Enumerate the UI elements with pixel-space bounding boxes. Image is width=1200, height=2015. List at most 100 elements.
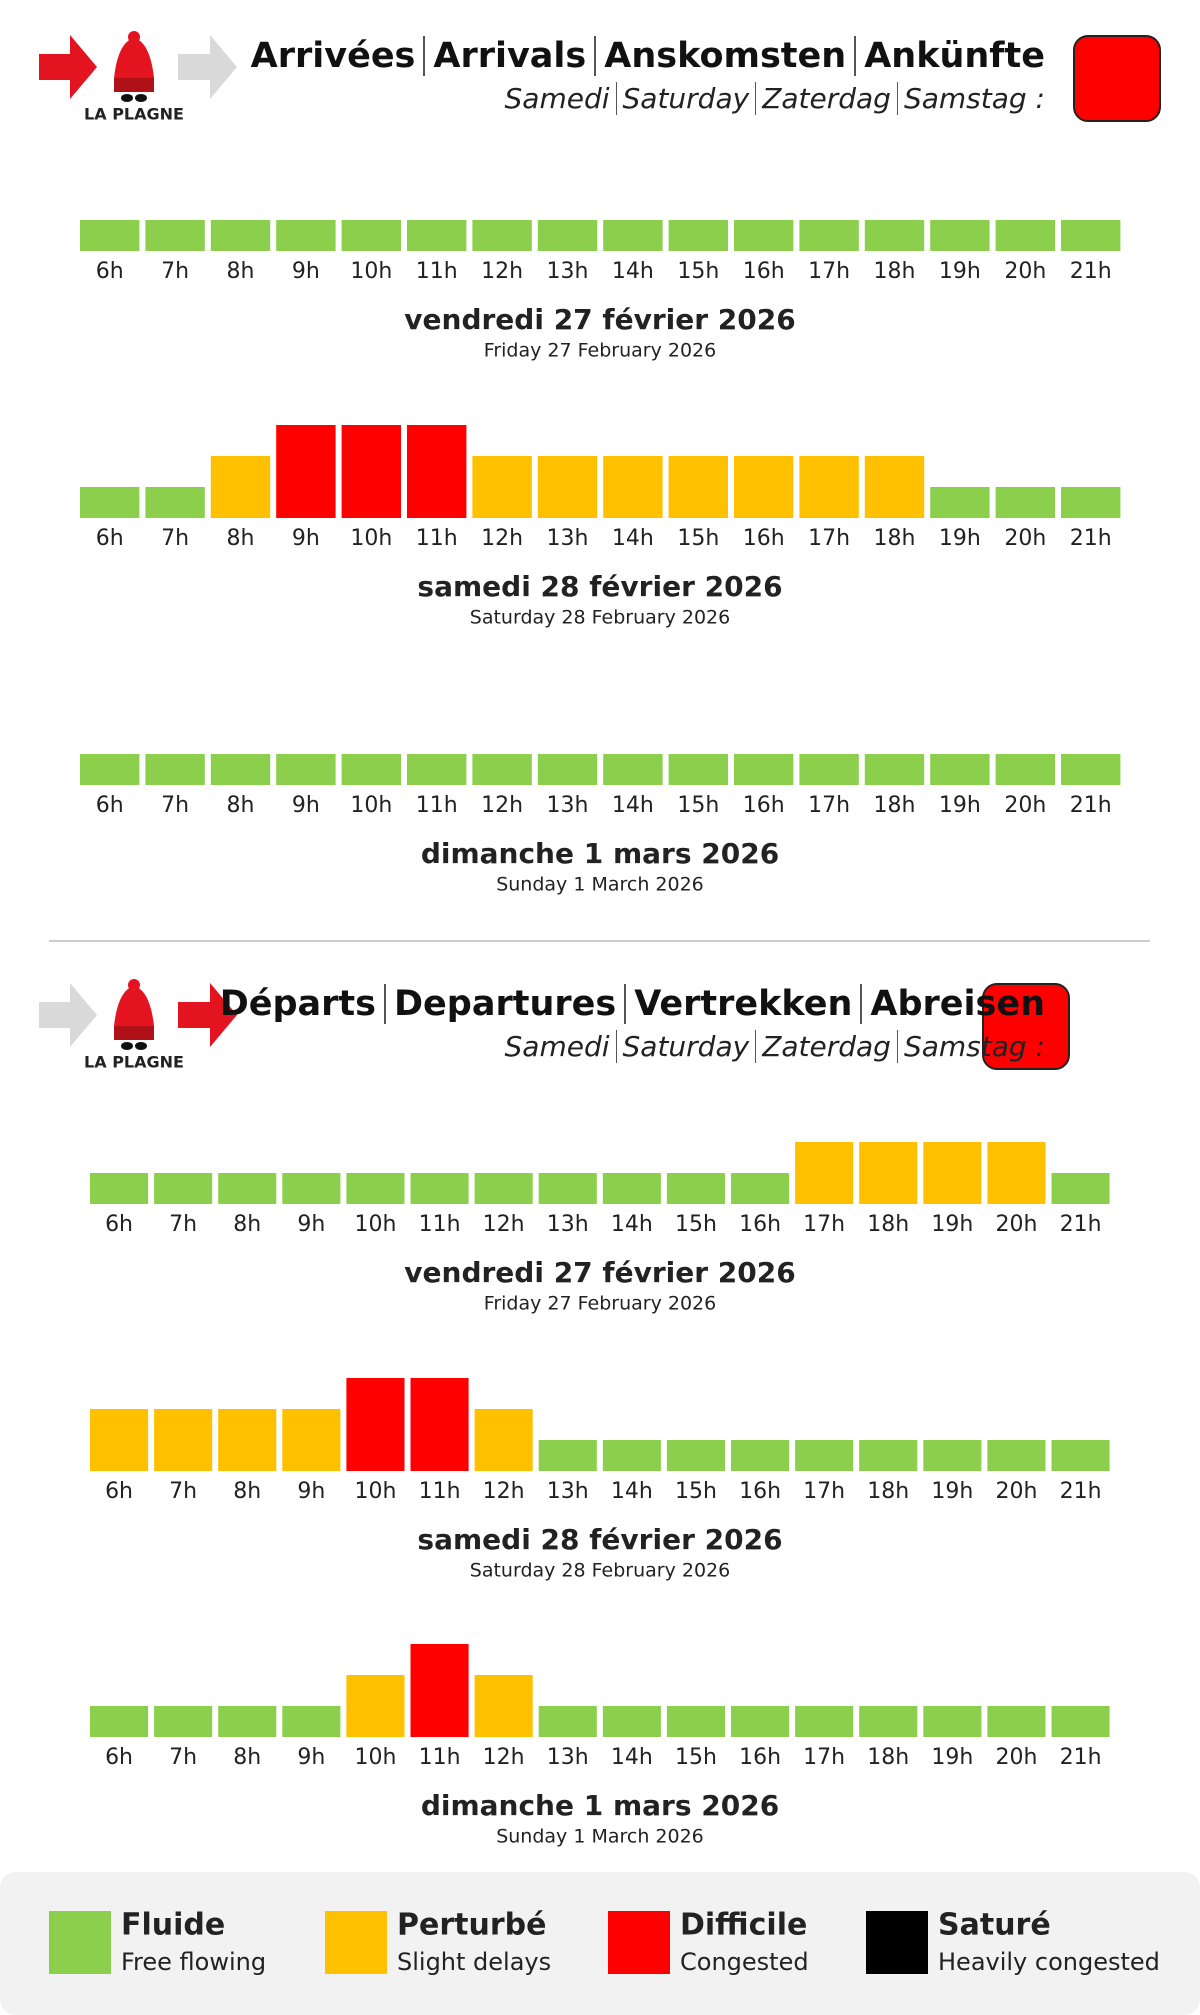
traffic-bar <box>668 754 728 785</box>
traffic-bar <box>537 456 598 518</box>
hour-label: 11h <box>416 526 458 551</box>
title-part: Départs <box>219 984 376 1024</box>
traffic-bar <box>864 456 925 518</box>
traffic-bar <box>282 1706 341 1737</box>
hour-label: 12h <box>483 1745 525 1770</box>
hour-label: 10h <box>354 1745 396 1770</box>
hour-label: 15h <box>677 259 719 284</box>
traffic-bar <box>145 220 205 251</box>
traffic-bar <box>731 1440 790 1471</box>
hour-label: 20h <box>1004 526 1046 551</box>
hour-label: 15h <box>675 1745 717 1770</box>
hour-label: 7h <box>161 526 189 551</box>
traffic-bar <box>80 487 140 518</box>
date: vendredi 27 février 2026 <box>404 303 795 336</box>
hour-label: 9h <box>292 259 320 284</box>
legend-label: Difficile <box>680 1908 807 1943</box>
hour-label: 14h <box>612 259 654 284</box>
traffic-bar <box>731 1173 790 1204</box>
traffic-bar <box>603 456 663 518</box>
title: Départs Departures Vertrekken Abreisen <box>220 984 1045 1024</box>
traffic-bar <box>145 487 205 518</box>
hour-label: 8h <box>227 259 255 284</box>
hour-label: 12h <box>483 1212 525 1237</box>
hour-label: 11h <box>416 259 458 284</box>
traffic-bar <box>795 1440 854 1471</box>
traffic-bar <box>341 425 401 518</box>
traffic-bar <box>407 754 467 785</box>
traffic-bar <box>538 1173 597 1204</box>
hour-label: 18h <box>867 1745 909 1770</box>
traffic-bar <box>145 754 205 785</box>
traffic-bar <box>987 1142 1046 1204</box>
hour-label: 15h <box>677 793 719 818</box>
divider <box>615 1030 617 1063</box>
traffic-bar <box>474 1675 533 1737</box>
traffic-bar <box>80 754 140 785</box>
traffic-bar <box>538 1706 597 1737</box>
hour-label: 6h <box>96 526 124 551</box>
traffic-bar <box>282 1173 341 1204</box>
hour-label: 10h <box>350 526 392 551</box>
traffic-bar <box>668 220 728 251</box>
date-en: Sunday 1 March 2026 <box>496 1826 704 1848</box>
hour-label: 11h <box>416 793 458 818</box>
legend-label: Perturbé <box>397 1908 546 1943</box>
traffic-bar <box>731 1706 790 1737</box>
traffic-bar <box>602 1173 661 1204</box>
hour-label: 6h <box>105 1745 133 1770</box>
hour-label: 19h <box>939 526 981 551</box>
traffic-bar <box>410 1378 469 1471</box>
traffic-bar <box>218 1173 277 1204</box>
hour-label: 18h <box>874 526 916 551</box>
subtitle-part: Zaterdag <box>762 1030 891 1063</box>
hour-label: 14h <box>611 1745 653 1770</box>
subtitle-part: Samstag : <box>903 82 1045 115</box>
traffic-bar <box>341 754 401 785</box>
legend-background <box>0 1872 1200 2015</box>
hour-label: 6h <box>105 1212 133 1237</box>
hour-label: 15h <box>677 526 719 551</box>
subtitle-part: Samstag : <box>903 1030 1045 1063</box>
traffic-bar <box>1051 1173 1110 1204</box>
date: dimanche 1 mars 2026 <box>421 1789 779 1822</box>
hour-label: 10h <box>350 259 392 284</box>
hour-label: 21h <box>1060 1745 1102 1770</box>
subtitle-part: Saturday <box>622 82 750 115</box>
subtitle-part: Saturday <box>622 1030 750 1063</box>
hour-label: 11h <box>419 1212 461 1237</box>
hour-label: 18h <box>874 259 916 284</box>
traffic-bar <box>930 487 990 518</box>
hour-label: 18h <box>874 793 916 818</box>
date: samedi 28 février 2026 <box>417 570 782 603</box>
divider <box>384 984 386 1024</box>
traffic-bar <box>795 1142 854 1204</box>
traffic-bar <box>210 754 271 785</box>
traffic-bar <box>1061 220 1121 251</box>
traffic-bar <box>734 456 794 518</box>
divider <box>854 36 857 76</box>
hour-label: 21h <box>1070 526 1112 551</box>
traffic-bar <box>859 1142 918 1204</box>
traffic-bar <box>154 1409 213 1471</box>
legend-swatch <box>866 1911 928 1974</box>
traffic-bar <box>472 220 532 251</box>
hour-label: 9h <box>297 1479 325 1504</box>
legend-swatch <box>325 1911 387 1974</box>
hour-label: 21h <box>1070 259 1112 284</box>
traffic-bar <box>603 220 663 251</box>
hour-label: 21h <box>1060 1212 1102 1237</box>
hour-label: 19h <box>931 1212 973 1237</box>
title-part: Arrivées <box>250 36 416 76</box>
logo-text: LA PLAGNE <box>84 105 184 124</box>
hour-label: 17h <box>803 1745 845 1770</box>
traffic-bar <box>210 456 271 518</box>
traffic-bar <box>474 1409 533 1471</box>
hour-label: 12h <box>481 526 523 551</box>
hour-label: 20h <box>995 1745 1037 1770</box>
hour-label: 6h <box>105 1479 133 1504</box>
legend-label: Fluide <box>121 1908 225 1943</box>
legend-sublabel: Free flowing <box>121 1948 266 1976</box>
traffic-bar <box>537 754 598 785</box>
